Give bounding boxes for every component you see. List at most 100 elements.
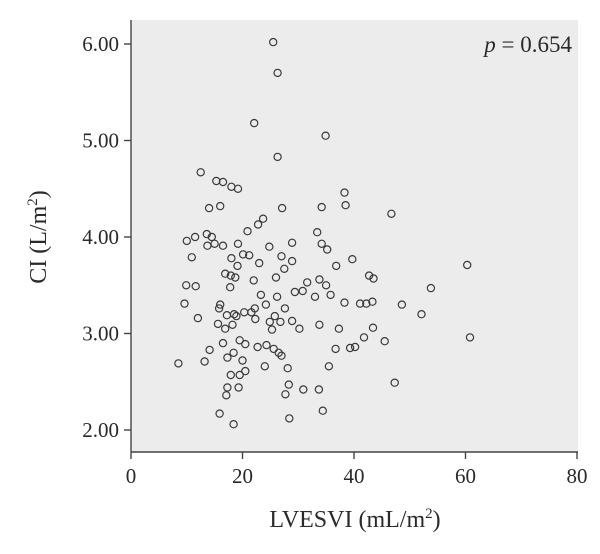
data-point (233, 184, 243, 193)
data-point (362, 299, 371, 308)
data-point (229, 348, 238, 357)
data-point (182, 236, 191, 246)
data-point (205, 345, 214, 355)
data-point (369, 274, 378, 283)
y-axis-title-main: CI (L/m (26, 205, 52, 283)
y-tick-label: 6.00 (82, 32, 119, 56)
data-point (277, 252, 286, 261)
data-point (220, 269, 230, 278)
data-point (331, 344, 340, 354)
data-point (218, 241, 228, 250)
data-point (215, 409, 224, 418)
data-point (244, 251, 254, 260)
data-point (213, 319, 223, 329)
data-point (390, 378, 399, 387)
data-point (226, 271, 235, 280)
data-point (290, 287, 300, 297)
data-point (270, 311, 279, 321)
data-point (174, 359, 183, 368)
data-point (215, 300, 225, 309)
data-point (223, 383, 232, 392)
data-point (180, 299, 189, 308)
data-point (196, 168, 205, 177)
data-point (218, 338, 228, 348)
data-point (187, 253, 196, 262)
data-point (281, 390, 290, 399)
data-point (265, 317, 274, 327)
data-point (380, 337, 389, 346)
data-point (247, 308, 256, 317)
y-tick-label: 4.00 (82, 225, 119, 249)
data-point (227, 254, 236, 263)
y-axis-title: CI (L/m2) (25, 190, 52, 284)
data-point (229, 420, 238, 429)
data-point (465, 333, 475, 342)
data-point (203, 241, 212, 250)
data-point (212, 176, 221, 186)
data-point (200, 357, 209, 366)
x-axis-title-superscript: 2 (425, 506, 433, 522)
data-point (463, 260, 472, 270)
data-point (355, 299, 365, 308)
data-point (287, 238, 297, 247)
data-point (215, 201, 225, 211)
data-point (267, 325, 277, 334)
data-point (368, 323, 378, 332)
p-value-symbol: p (482, 32, 496, 57)
data-point (280, 264, 289, 273)
data-point (220, 324, 230, 333)
data-point (318, 406, 327, 415)
data-point (262, 340, 271, 350)
data-point (315, 275, 324, 284)
data-point (345, 343, 355, 353)
data-point (228, 320, 237, 329)
data-point (238, 250, 248, 259)
data-point (256, 290, 266, 300)
data-point (287, 256, 297, 266)
data-point (298, 286, 307, 296)
x-axis-title-tail: ) (433, 507, 441, 533)
y-axis-title-tail: ) (26, 190, 52, 198)
data-point (359, 333, 369, 342)
data-point (326, 290, 335, 300)
data-point (235, 336, 244, 345)
data-point (207, 232, 216, 242)
axes-layer: 2.00 3.00 4.00 5.00 6.00 0 20 40 60 80 (82, 20, 588, 488)
data-point (277, 351, 286, 360)
data-point (277, 203, 287, 213)
data-point (181, 281, 191, 290)
data-point (233, 239, 243, 248)
data-point (223, 353, 232, 362)
data-point (313, 227, 322, 237)
data-point (272, 292, 282, 301)
data-point (321, 281, 331, 290)
data-point (314, 385, 324, 394)
data-point (231, 273, 240, 282)
data-point (243, 226, 252, 236)
data-point (190, 232, 200, 242)
data-point (258, 214, 268, 223)
data-point (233, 261, 242, 271)
y-tick-label: 5.00 (82, 129, 119, 153)
data-point (214, 304, 224, 313)
data-point (323, 245, 332, 254)
y-tick-label: 2.00 (82, 418, 119, 442)
data-point (310, 292, 320, 301)
plot-area (131, 20, 578, 452)
data-point (232, 311, 241, 321)
data-point (417, 310, 426, 319)
data-point (265, 242, 274, 251)
data-point (225, 283, 235, 292)
data-point (193, 313, 203, 323)
data-point (283, 364, 292, 373)
data-point (238, 356, 247, 365)
p-value-text: = 0.654 (496, 32, 573, 57)
data-point (284, 380, 293, 389)
data-point (253, 342, 262, 352)
data-point (315, 320, 324, 329)
data-point (340, 188, 349, 197)
x-tick-label: 0 (126, 464, 137, 488)
x-tick-label: 40 (344, 464, 365, 488)
data-point (204, 203, 214, 213)
